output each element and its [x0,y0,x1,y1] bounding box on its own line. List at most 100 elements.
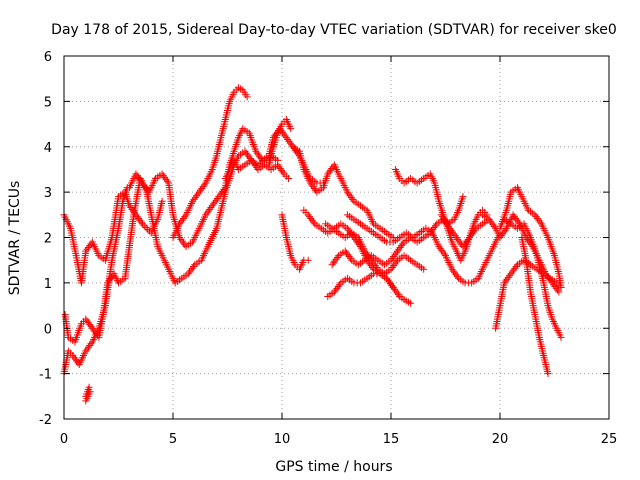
data-point [513,216,521,224]
data-point [278,166,286,174]
data-point [140,181,148,189]
data-point [247,156,255,164]
data-point [279,168,287,176]
x-tick-label: 5 [169,432,177,447]
data-point [84,243,92,251]
data-point [83,345,91,353]
data-point [345,253,353,261]
data-point [278,128,286,136]
data-point [388,282,396,290]
data-point [501,226,509,234]
data-point [333,284,341,292]
data-point [346,254,354,262]
data-point [486,217,494,225]
data-point [387,280,395,288]
data-point [390,285,398,293]
data-point [384,276,392,284]
data-point [392,249,400,257]
data-point [349,195,357,203]
series-track-9 [265,116,295,169]
data-point [392,258,400,266]
data-point [159,172,167,180]
data-point [84,343,92,351]
y-tick-label: -1 [39,368,52,383]
data-point [431,222,439,230]
series-track-6 [125,125,397,251]
data-point [251,162,259,170]
data-point [136,216,144,224]
data-point [161,174,169,182]
data-point [319,179,327,187]
data-point [394,291,402,299]
data-point [288,141,296,149]
data-point [287,125,295,133]
data-point [85,383,93,391]
data-point [449,267,457,275]
data-point [509,211,517,219]
data-point [309,183,317,191]
data-point [133,172,141,180]
series-track-5 [82,388,94,405]
y-tick-label: 1 [44,277,52,292]
data-point [138,220,146,228]
data-point [387,256,395,264]
y-tick-label: 3 [44,186,52,201]
data-point [82,347,90,355]
grid-lines [64,56,609,419]
data-point [330,288,338,296]
data-point [391,260,399,268]
x-tick-label: 15 [383,432,400,447]
y-axis-label: SDTVAR / TECUs [7,181,23,296]
data-point [394,247,402,255]
data-point [158,170,166,178]
series-track-13 [322,220,428,278]
data-point [294,150,302,158]
data-point [137,177,145,185]
data-point [207,204,215,212]
data-point [332,286,340,294]
series-track-10 [278,211,312,273]
data-point [454,235,462,243]
data-point [181,213,189,221]
data-point [395,245,403,253]
data-point [532,213,540,221]
data-point [304,211,312,219]
data-point [212,196,220,204]
data-points [60,84,565,405]
data-point [346,192,354,200]
data-point [450,230,458,238]
data-point [390,253,398,261]
data-point [451,269,459,277]
data-point [284,135,292,143]
data-point [308,216,316,224]
data-point [533,214,541,222]
data-point [140,222,148,230]
series-track-11 [289,143,327,187]
data-point [438,246,446,254]
y-tick-label: 6 [44,50,52,65]
chart-title: Day 178 of 2015, Sidereal Day-to-day VTE… [51,22,617,38]
data-point [512,214,520,222]
data-point [305,213,313,221]
data-point [281,132,289,140]
data-point [125,202,133,210]
data-point [132,170,140,178]
data-point [293,148,301,156]
data-point [326,166,334,174]
data-point [137,218,145,226]
data-point [215,193,223,201]
data-point [370,260,378,268]
data-point [196,186,204,194]
data-point [73,357,81,365]
data-point [389,283,397,291]
data-point [430,224,438,232]
data-point [242,149,250,157]
data-point [203,209,211,217]
data-point [87,322,95,330]
data-point [345,190,353,198]
data-point [244,151,252,159]
data-point [399,240,407,248]
data-point [440,214,448,222]
data-point [82,247,90,255]
